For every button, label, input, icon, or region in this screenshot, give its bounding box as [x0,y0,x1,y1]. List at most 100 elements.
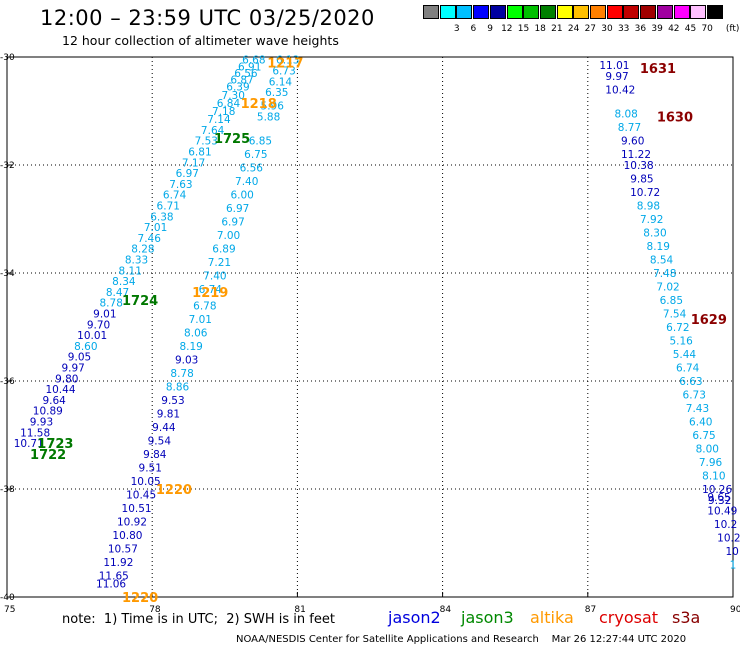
swh-value: 6.97 [221,217,244,229]
swh-value: 8.08 [614,109,637,121]
swh-value: 7.92 [640,214,663,226]
swh-value: 10.45 [126,489,156,501]
swh-value: 9.64 [42,395,66,407]
swh-value: 9.60 [621,136,644,148]
scale-swatch [673,5,690,19]
swh-value: 7.17 [182,157,205,169]
swh-value: 9.65 [707,492,730,504]
swh-value: 10.44 [45,384,75,396]
swh-value: 8.06 [184,327,208,339]
swh-value: 6.38 [150,211,173,223]
scale-label: 39 [651,24,663,34]
swh-value: 5.96 [261,101,285,113]
swh-value: 6.56 [234,68,258,80]
swh-value: 7.18 [212,106,235,118]
scale-label: 21 [551,24,563,34]
swh-value: 9.44 [152,422,176,434]
scale-swatch [606,5,623,19]
scale-swatch [573,5,590,19]
swh-value: 8.47 [106,287,129,299]
swh-value: 10.49 [707,506,737,518]
swh-value: 6.97 [226,203,249,215]
swh-value: 10.01 [77,330,107,342]
scale-swatch [506,5,523,19]
swh-value: 10.72 [630,187,660,199]
swh-value: 6.68 [242,55,265,67]
map-subtitle: 12 hour collection of altimeter wave hei… [62,33,339,48]
lon-tick-label: 84 [440,605,452,615]
swh-value: 7.64 [201,125,225,137]
pass-time-label: 1725 [214,132,250,147]
scale-label: 27 [584,24,597,34]
swh-value: 7.40 [235,176,258,188]
map-frame [6,56,734,598]
swh-value: 10.51 [122,503,152,515]
swh-value: 8.77 [618,122,641,134]
swh-value: 7.01 [189,314,212,326]
swh-value: 6.00 [230,190,253,202]
swh-value: 10.2 [717,533,740,545]
legend-s3a: s3a [672,608,701,627]
swh-value: 8.98 [637,201,660,213]
swh-value: 9.32 [708,495,731,507]
swh-value: 9.93 [30,417,53,429]
swh-value: 7.21 [208,257,231,269]
swh-value: 6.63 [679,376,702,388]
scale-swatch [706,5,723,19]
swh-value: 11.22 [621,149,651,161]
swh-value: 11.58 [20,427,50,439]
swh-value: 9.85 [630,174,653,186]
scale-swatch [489,5,506,19]
swh-value: 6.75 [692,430,715,442]
swh-value: 9.84 [143,449,167,461]
swh-value: 6.73 [683,390,706,402]
swh-value: 11.01 [599,60,629,72]
swh-value: 7.02 [656,282,679,294]
scale-label: 33 [617,24,630,34]
pass-time-label: 1631 [640,62,676,77]
scale-label: 6 [470,24,477,34]
lat-tick-label: -32 [0,161,15,171]
pass-time-label: 1723 [37,437,73,452]
pass-time-label: 1218 [241,97,277,112]
scale-swatch [473,5,490,19]
swh-value: 10.05 [131,476,161,488]
swh-value: 10.80 [112,530,142,542]
scale-label: 18 [534,24,546,34]
scale-swatch [623,5,640,19]
swh-value: 6.74 [199,284,223,296]
pass-time-label: 1629 [691,313,727,328]
swh-value: 8.19 [647,241,670,253]
pass-time-label: 1217 [267,56,303,71]
swh-value: 6.91 [238,62,261,74]
swh-value: 10.71 [14,438,44,450]
swh-value: 8.28 [131,244,154,256]
map-title: 12:00 – 23:59 UTC 03/25/2020 [40,6,375,30]
lat-tick-label: -30 [0,53,15,63]
swh-value: 9.03 [175,354,198,366]
swh-value: 6.74 [163,190,187,202]
lon-tick-label: 75 [4,605,15,615]
swh-value: 6.73 [272,66,295,78]
swh-value: 7.96 [699,457,723,469]
lon-tick-label: 90 [730,605,740,615]
scale-swatch [523,5,540,19]
swh-value: 5.44 [673,349,697,361]
scale-swatch [640,5,657,19]
swh-value: 6.56 [240,163,264,175]
scale-label: 36 [634,24,647,34]
swh-value: 10 [725,546,738,558]
scale-swatch [423,5,439,19]
swh-value: 7.30 [222,90,245,102]
scale-label: 24 [567,24,580,34]
swh-value: 8.54 [650,255,674,267]
lat-tick-label: -34 [0,269,15,279]
swh-value: 6.13 [276,55,299,67]
swh-value: 8.60 [74,341,97,353]
swh-value: 7.43 [686,403,709,415]
swh-value: 10.57 [108,543,138,555]
pass-time-label: 1724 [122,294,158,309]
scale-label: 15 [517,24,530,34]
swh-value: 9.97 [61,363,84,375]
